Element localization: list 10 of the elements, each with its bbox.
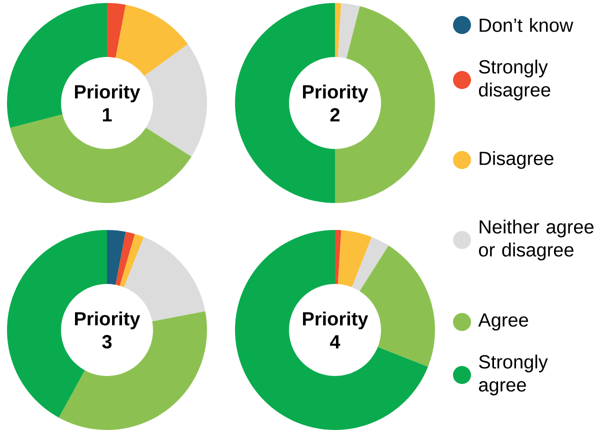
legend-label: Don’t know [480, 18, 574, 32]
text: Priority 2 [303, 84, 368, 122]
text: Priority 3 [75, 311, 140, 348]
text: Priority 4 [303, 312, 368, 348]
legend-label: Strongly agree [479, 354, 548, 396]
legend-label: Agree [478, 313, 528, 330]
text: Priority 1 [75, 84, 140, 122]
legend-label: Disagree [480, 151, 554, 169]
legend-label: Neither agree or disagree [479, 220, 594, 260]
legend-label: Strongly disagree [479, 60, 550, 100]
